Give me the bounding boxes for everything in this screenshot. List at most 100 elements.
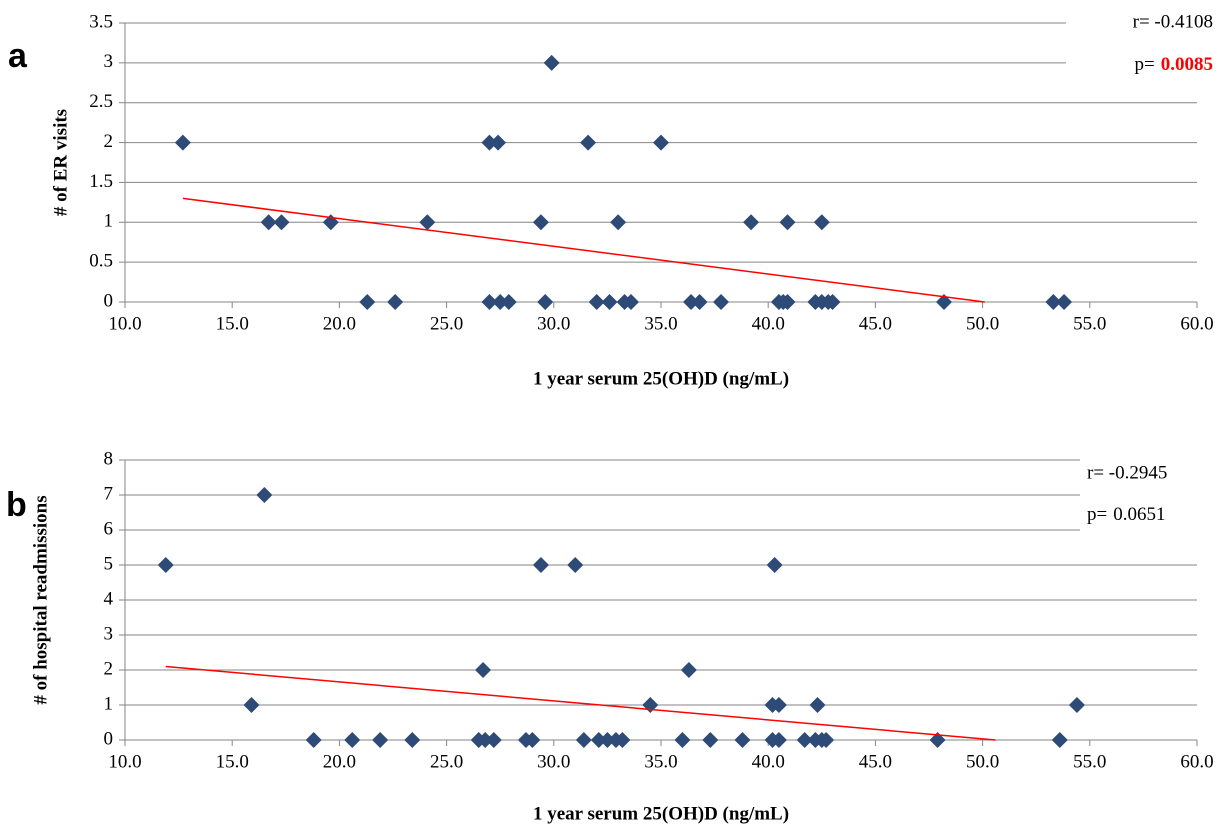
x-axis-title: 1 year serum 25(OH)D (ng/mL) [533,368,789,389]
y-tick-label: 2 [104,131,114,152]
p-value: 0.0651 [1113,504,1165,525]
p-label: p= [1087,504,1107,525]
p-annotation: p= 0.0651 [1087,504,1165,525]
point [490,134,507,151]
point [243,697,260,713]
point [590,732,607,748]
point [601,294,618,310]
y-tick-label: 1.5 [89,171,113,192]
y-tick-label: 8 [104,448,114,469]
x-tick-label: 30.0 [537,313,570,334]
point [157,557,174,573]
point [492,294,509,310]
point [796,732,813,748]
y-tick-label: 1 [104,693,114,714]
y-tick-label: 2.5 [89,91,113,112]
point [273,214,290,231]
x-tick-label: 15.0 [216,751,249,772]
y-tick-label: 3.5 [89,11,113,32]
point [779,294,796,310]
point [404,732,421,748]
x-tick-label: 35.0 [644,751,677,772]
point [256,487,273,503]
y-axis-title: # of ER visits [50,109,71,216]
point [305,732,322,748]
point [766,557,783,573]
point [610,214,627,231]
point [683,294,700,310]
x-tick-label: 40.0 [752,313,785,334]
x-tick-label: 50.0 [966,751,999,772]
point [809,697,826,713]
panel-letter: a [8,37,28,75]
point [477,732,494,748]
point [543,54,560,71]
point [824,294,841,310]
point [818,732,835,748]
point [1051,732,1068,748]
p-value: 0.0085 [1161,54,1213,75]
y-tick-label: 5 [104,553,114,574]
point [485,732,502,748]
y-tick-label: 0 [104,728,114,749]
point [359,294,376,310]
y-tick-label: 4 [104,588,114,609]
point [481,134,498,151]
x-axis-title: 1 year serum 25(OH)D (ng/mL) [533,803,789,824]
x-tick-label: 10.0 [108,313,141,334]
point [813,214,830,231]
x-tick-label: 45.0 [859,313,892,334]
p-annotation: p= 0.0085 [1135,54,1213,75]
y-tick-label: 3 [104,51,114,72]
point [372,732,389,748]
point [674,732,691,748]
point [387,294,404,310]
point [475,662,492,678]
r-annotation: r= -0.4108 [1133,11,1213,32]
x-tick-label: 60.0 [1180,751,1213,772]
y-tick-label: 0 [104,290,114,311]
point [691,294,708,310]
annotation-background [1066,7,1226,82]
trendline [165,665,996,741]
point [614,732,631,748]
y-tick-label: 1 [104,211,114,232]
y-tick-label: 6 [104,518,114,539]
x-tick-label: 55.0 [1073,313,1106,334]
point [524,732,541,748]
point [419,214,436,231]
point [588,294,605,310]
point [929,732,946,748]
point [680,662,697,678]
y-tick-label: 3 [104,623,114,644]
x-tick-label: 25.0 [430,313,463,334]
point [653,134,669,151]
point [770,697,787,713]
panel-letter: b [6,486,27,524]
x-tick-label: 15.0 [216,313,249,334]
x-tick-label: 30.0 [537,751,570,772]
r-annotation: r= -0.2945 [1087,462,1167,483]
x-tick-label: 40.0 [752,751,785,772]
y-tick-label: 0.5 [89,251,113,272]
y-tick-label: 7 [104,483,114,504]
x-tick-label: 50.0 [966,313,999,334]
point [1045,294,1062,310]
x-tick-label: 35.0 [644,313,677,334]
x-tick-label: 10.0 [108,751,141,772]
y-axis-title: # of hospital readmissions [30,495,51,704]
point [174,134,191,151]
x-tick-label: 55.0 [1073,751,1106,772]
x-tick-label: 20.0 [323,751,356,772]
trendline [182,197,985,303]
point [743,214,760,231]
point [1056,294,1073,310]
point [702,732,719,748]
point [537,294,554,310]
point [1068,697,1085,713]
point [532,214,549,231]
y-tick-label: 2 [104,658,114,679]
point [713,294,730,310]
point [580,134,597,151]
annotation-background [1080,458,1220,532]
